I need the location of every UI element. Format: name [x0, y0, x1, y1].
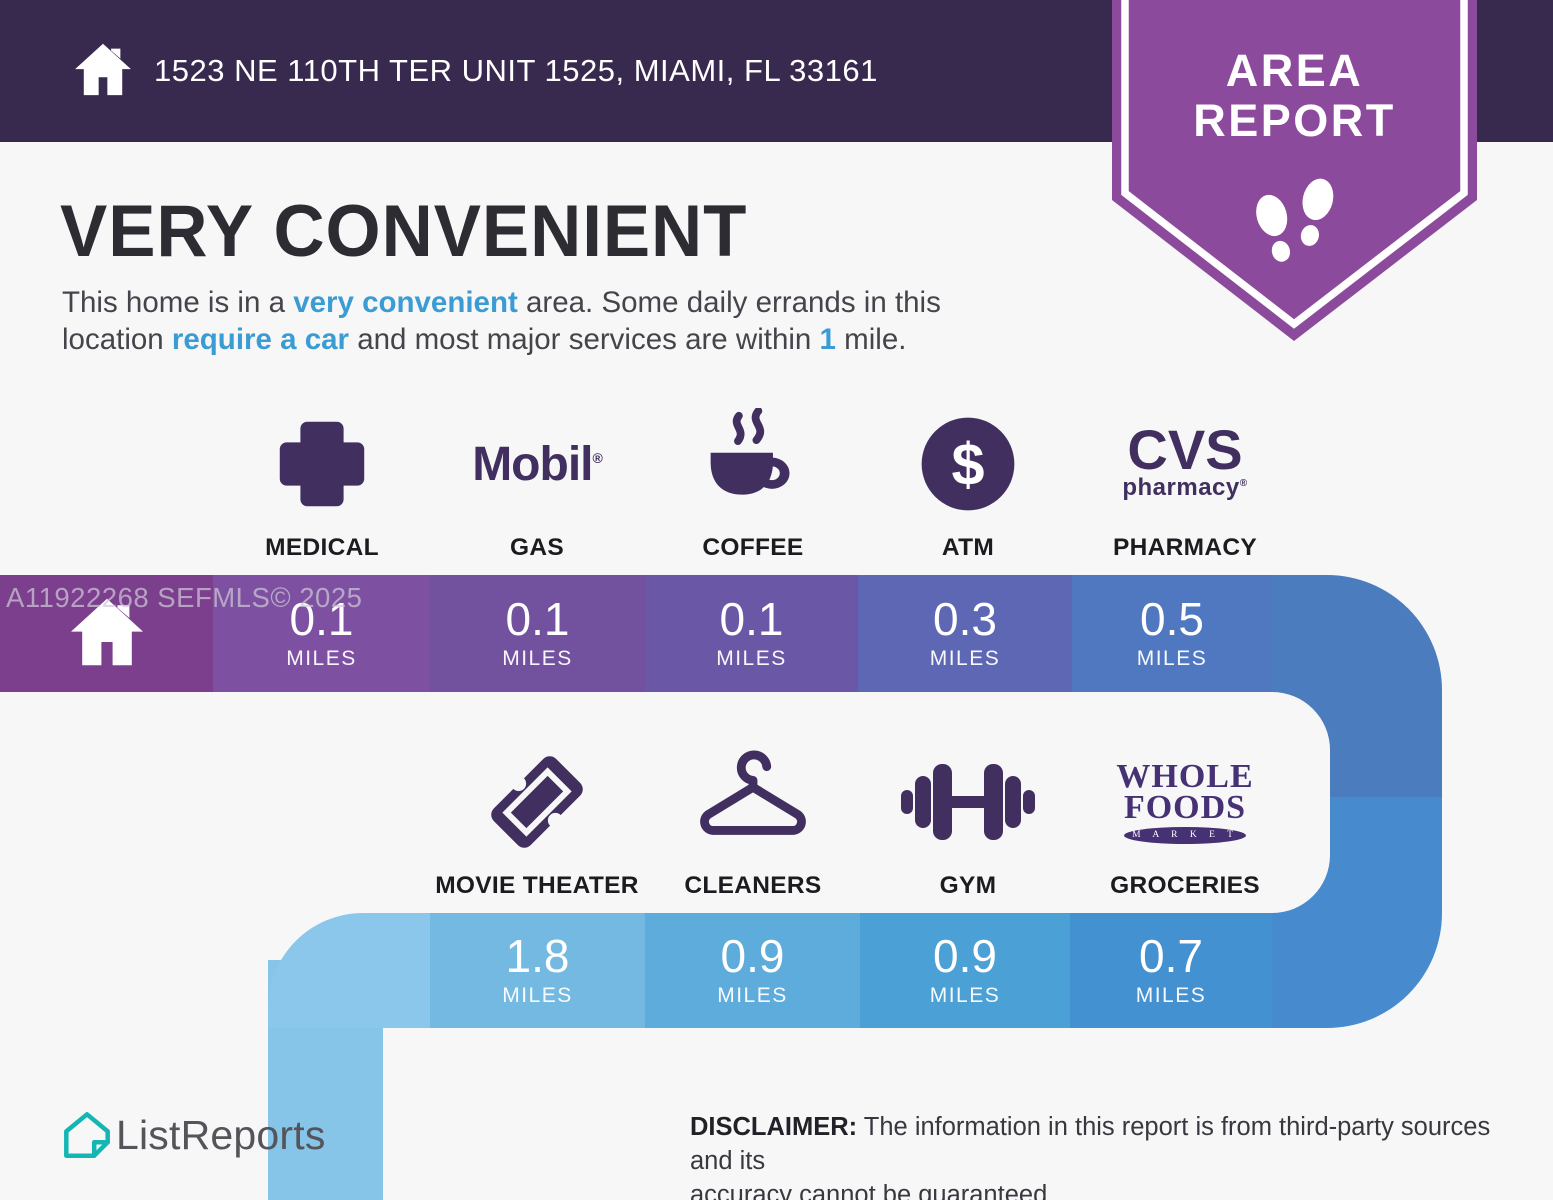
disclaimer-text-line2: accuracy cannot be guaranteed.	[690, 1181, 1055, 1200]
band2-left-curve	[268, 913, 430, 1028]
disclaimer: DISCLAIMER: The information in this repo…	[690, 1110, 1520, 1200]
property-address: 1523 NE 110TH TER UNIT 1525, MIAMI, FL 3…	[154, 53, 878, 88]
registered-mark: ®	[1239, 478, 1248, 489]
distance-band-2: 1.8 MILES 0.9 MILES 0.9 MILES 0.7 MILES	[268, 913, 1272, 1028]
amenity-groceries: WHOLE FOODS M A R K E T GROCERIES	[1055, 742, 1315, 900]
distance-unit: MILES	[1136, 647, 1208, 670]
home-icon	[70, 598, 143, 665]
whole-foods-logo: WHOLE FOODS M A R K E T	[1055, 742, 1315, 862]
distance-value: 1.8	[505, 930, 570, 982]
distance-cell-gas: 0.1 MILES	[430, 575, 645, 692]
distance-unit: MILES	[929, 647, 1001, 670]
distance-cell-movie-theater: 1.8 MILES	[430, 913, 645, 1028]
cvs-wordmark: CVS	[1127, 418, 1243, 481]
path-inner-cutout-bottom	[383, 1028, 1553, 1200]
mls-watermark: A11922268 SEFMLS© 2025	[6, 582, 363, 613]
amenity-pharmacy: CVS pharmacy® PHARMACY	[1055, 404, 1315, 562]
dollar-symbol: $	[952, 430, 985, 497]
registered-mark: ®	[592, 449, 602, 466]
distance-cell-groceries: 0.7 MILES	[1070, 913, 1272, 1028]
desc-text: location	[62, 323, 172, 356]
amenity-label: CLEANERS	[684, 872, 822, 899]
distance-value: 0.1	[505, 593, 570, 645]
home-cell	[0, 575, 213, 692]
distance-value: 0.5	[1140, 593, 1204, 645]
amenity-label: GROCERIES	[1110, 872, 1260, 899]
distance-value: 0.9	[933, 930, 997, 982]
footprints-icon	[1256, 178, 1334, 262]
distance-unit: MILES	[502, 647, 573, 670]
whole-foods-market-text: M A R K E T	[1132, 830, 1238, 840]
distance-value: 0.9	[720, 930, 785, 982]
badge-title-line1: AREA	[1225, 45, 1364, 96]
listreports-icon	[64, 1112, 110, 1158]
dollar-circle-icon: $	[921, 417, 1015, 511]
amenity-label: ATM	[941, 534, 995, 561]
amenity-label: MEDICAL	[265, 534, 379, 561]
distance-unit: MILES	[1135, 984, 1207, 1007]
distance-cell-atm: 0.3 MILES	[858, 575, 1072, 692]
whole-foods-market-banner: M A R K E T	[1124, 826, 1246, 844]
amenity-coffee: COFFEE	[623, 404, 883, 562]
amenity-gas: Mobil® GAS	[407, 404, 667, 562]
listreports-brand: ListReports	[116, 1112, 326, 1158]
amenity-label: GAS	[510, 534, 564, 561]
amenity-label: PHARMACY	[1113, 534, 1257, 561]
walkability-description: This home is in a very convenient area. …	[62, 284, 1132, 358]
amenity-movie-theater: MOVIE THEATER	[407, 742, 667, 900]
desc-text: mile.	[835, 323, 907, 356]
amenity-medical: MEDICAL	[192, 404, 452, 562]
distance-cell-coffee: 0.1 MILES	[645, 575, 858, 692]
path-inner-cutout-top	[0, 692, 1330, 913]
coffee-cup-icon	[710, 408, 790, 495]
distance-unit: MILES	[716, 647, 787, 670]
medical-cross-icon	[279, 421, 365, 507]
distance-cell-pharmacy: 0.5 MILES	[1072, 575, 1272, 692]
badge-title: AREA REPORT	[1112, 46, 1477, 146]
distance-value: 0.3	[933, 593, 997, 645]
whole-foods-line1: WHOLE	[1116, 757, 1254, 795]
disclaimer-label: DISCLAIMER:	[690, 1113, 858, 1141]
amenity-label: MOVIE THEATER	[435, 872, 639, 899]
distance-unit: MILES	[717, 984, 788, 1007]
mobil-logo: Mobil®	[407, 404, 667, 524]
walkability-headline: VERY CONVENIENT	[60, 191, 748, 272]
desc-text: This home is in a	[62, 286, 294, 319]
desc-text: area. Some daily errands in this	[517, 286, 941, 319]
distance-value: 0.7	[1139, 930, 1203, 982]
cvs-pharmacy-text: pharmacy	[1122, 474, 1240, 501]
amenity-label: GYM	[939, 872, 997, 899]
distance-value: 0.1	[289, 593, 354, 645]
desc-highlight-require-a-car: require a car	[171, 323, 349, 356]
badge-title-line2: REPORT	[1193, 95, 1396, 146]
dumbbell-icon	[901, 764, 1035, 840]
hanger-icon	[700, 750, 806, 835]
amenity-cleaners: CLEANERS	[623, 742, 883, 900]
distance-unit: MILES	[929, 984, 1001, 1007]
disclaimer-text-line1: The information in this report is from t…	[690, 1113, 1491, 1175]
whole-foods-line2: FOODS	[1123, 788, 1247, 826]
distance-band-1: 0.1 MILES 0.1 MILES 0.1 MILES 0.3 MILES …	[0, 575, 1272, 692]
desc-highlight-very-convenient: very convenient	[293, 286, 518, 319]
badge-ribbon-shape	[1112, 0, 1477, 341]
desc-highlight-one-mile: 1	[819, 323, 836, 356]
mobil-wordmark: Mobil	[472, 437, 593, 491]
amenity-gym: GYM	[838, 742, 1098, 900]
distance-cell-medical: 0.1 MILES	[213, 575, 430, 692]
area-report-badge: AREA REPORT	[1112, 0, 1477, 348]
home-icon	[75, 43, 131, 96]
desc-text: and most major services are within	[349, 323, 820, 356]
amenity-atm: $ ATM	[838, 404, 1098, 562]
distance-unit: MILES	[286, 647, 357, 670]
distance-cell-gym: 0.9 MILES	[860, 913, 1070, 1028]
movie-ticket-icon	[491, 756, 583, 848]
cvs-pharmacy-logo: CVS pharmacy®	[1055, 404, 1315, 524]
distance-cell-cleaners: 0.9 MILES	[645, 913, 860, 1028]
distance-unit: MILES	[502, 984, 573, 1007]
distance-value: 0.1	[719, 593, 784, 645]
amenity-label: COFFEE	[702, 534, 804, 561]
